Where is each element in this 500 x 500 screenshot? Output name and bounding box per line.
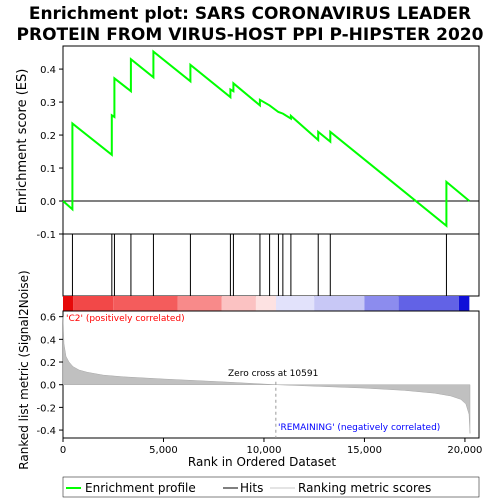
- es-y-tick-label: 0.2: [40, 131, 56, 142]
- x-tick-label: 10,000: [246, 445, 281, 456]
- legend-enrichment-label: Enrichment profile: [85, 481, 196, 495]
- x-tick-label: 15,000: [347, 445, 382, 456]
- es-y-tick-label: 0.0: [40, 197, 56, 208]
- metric-y-ticks: -0.4 -0.2 0.0 0.2 0.4 0.6: [36, 313, 63, 437]
- es-y-axis-label: Enrichment score (ES): [15, 69, 30, 214]
- heatmap-segment: [221, 296, 256, 311]
- hits-panel: [62, 233, 480, 311]
- heatmap-segment: [364, 296, 399, 311]
- zero-cross-label: Zero cross at 10591: [228, 369, 318, 379]
- es-panel-frame: [62, 45, 480, 235]
- x-tick-label: 20,000: [447, 445, 482, 456]
- es-y-tick-label: 0.4: [40, 65, 56, 76]
- es-y-tick-label: 0.1: [40, 164, 56, 175]
- legend-frame: [62, 476, 480, 498]
- chart-title-line-2: PROTEIN FROM VIRUS-HOST PPI P-HIPSTER 20…: [17, 25, 484, 45]
- negative-correlation-label: 'REMAINING' (negatively correlated): [278, 423, 440, 433]
- x-axis-label: Rank in Ordered Dataset: [188, 455, 336, 469]
- ranked-list-heatmap-bar: [63, 296, 470, 311]
- es-y-tick-label: -0.1: [36, 230, 56, 241]
- heatmap-segment: [255, 296, 277, 311]
- x-axis-ticks: 0 5,000 10,000 15,000 20,000: [60, 438, 482, 456]
- x-tick-label: 0: [60, 445, 66, 456]
- heatmap-segment: [113, 296, 178, 311]
- legend: Enrichment profile Hits Ranking metric s…: [62, 476, 480, 498]
- metric-y-tick-label: 0.2: [40, 358, 56, 369]
- heatmap-segment: [177, 296, 222, 311]
- heatmap-segment: [314, 296, 365, 311]
- metric-y-tick-label: 0.4: [40, 335, 56, 346]
- metric-y-axis-label: Ranked list metric (Signal2Noise): [17, 270, 31, 469]
- heatmap-segment: [398, 296, 459, 311]
- es-y-ticks: -0.1 0.0 0.1 0.2 0.3 0.4: [36, 65, 63, 241]
- metric-y-tick-label: -0.4: [36, 426, 56, 437]
- legend-metric-label: Ranking metric scores: [298, 481, 431, 495]
- metric-y-tick-label: 0.6: [40, 313, 56, 324]
- es-y-tick-label: 0.3: [40, 98, 56, 109]
- heatmap-segment: [458, 296, 470, 311]
- metric-y-tick-label: 0.0: [40, 381, 56, 392]
- positive-correlation-label: 'C2' (positively correlated): [66, 314, 185, 324]
- enrichment-profile-line: [62, 49, 471, 228]
- hits-markers: [71, 234, 447, 296]
- es-panel: -0.1 0.0 0.1 0.2 0.3 0.4 Enrichment score (ES…: [15, 45, 480, 241]
- heatmap-segment: [73, 296, 114, 311]
- heatmap-segment: [63, 296, 74, 311]
- ranking-metric-area: [62, 316, 471, 434]
- x-tick-label: 5,000: [149, 445, 178, 456]
- legend-hits-label: Hits: [240, 481, 263, 495]
- heatmap-segment: [276, 296, 315, 311]
- hits-panel-frame: [62, 233, 480, 297]
- metric-y-tick-label: -0.2: [36, 403, 56, 414]
- chart-title-line-1: Enrichment plot: SARS CORONAVIRUS LEADER: [29, 4, 471, 24]
- metric-panel: -0.4 -0.2 0.0 0.2 0.4 0.6 'C2' (positively co…: [17, 270, 480, 470]
